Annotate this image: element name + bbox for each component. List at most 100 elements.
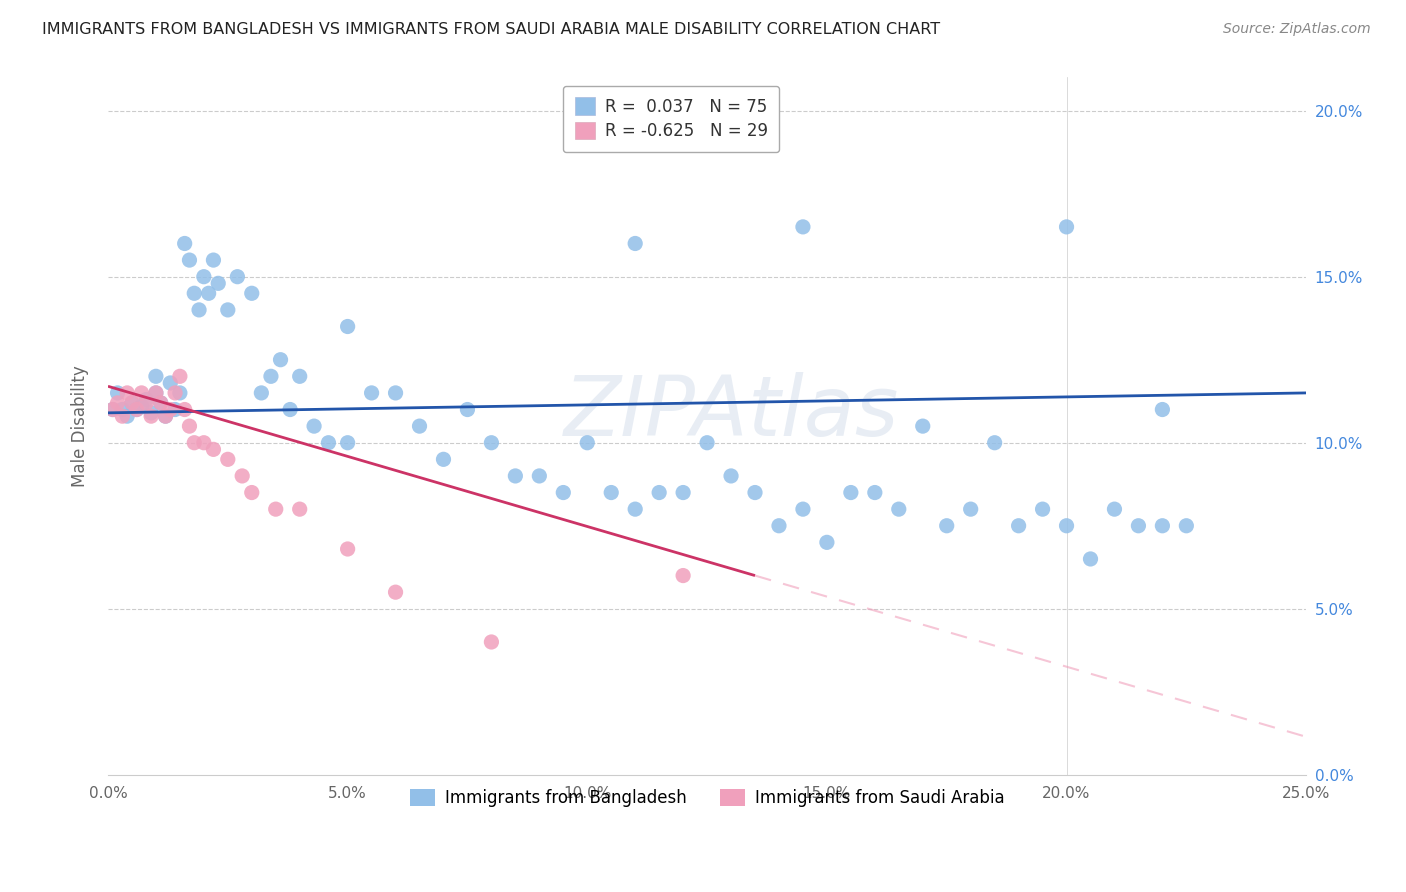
Point — [179, 253, 201, 268]
Point — [240, 286, 263, 301]
Point — [1128, 518, 1150, 533]
Point — [155, 409, 177, 424]
Point — [600, 485, 623, 500]
Point — [1175, 518, 1198, 533]
Point — [250, 385, 273, 400]
Point — [672, 568, 695, 582]
Point — [125, 402, 148, 417]
Point — [159, 402, 181, 417]
Point — [278, 402, 301, 417]
Point — [145, 385, 167, 400]
Point — [935, 518, 957, 533]
Point — [815, 535, 838, 549]
Point — [384, 585, 406, 599]
Point — [318, 435, 340, 450]
Point — [111, 402, 134, 417]
Point — [983, 435, 1005, 450]
Point — [481, 635, 503, 649]
Point — [1056, 518, 1078, 533]
Point — [672, 485, 695, 500]
Point — [576, 435, 599, 450]
Point — [1152, 402, 1174, 417]
Point — [911, 419, 934, 434]
Point — [169, 369, 191, 384]
Text: ZIPAtlas: ZIPAtlas — [564, 372, 898, 452]
Point — [135, 396, 157, 410]
Point — [125, 402, 148, 417]
Point — [217, 302, 239, 317]
Point — [193, 435, 215, 450]
Point — [173, 236, 195, 251]
Point — [179, 419, 201, 434]
Point — [145, 369, 167, 384]
Point — [384, 385, 406, 400]
Point — [240, 485, 263, 500]
Point — [696, 435, 718, 450]
Point — [169, 385, 191, 400]
Point — [887, 502, 910, 516]
Point — [1032, 502, 1054, 516]
Text: Source: ZipAtlas.com: Source: ZipAtlas.com — [1223, 22, 1371, 37]
Point — [720, 469, 742, 483]
Point — [302, 419, 325, 434]
Point — [183, 435, 205, 450]
Point — [183, 286, 205, 301]
Point — [529, 469, 551, 483]
Point — [188, 302, 211, 317]
Point — [207, 277, 229, 291]
Point — [792, 502, 814, 516]
Point — [456, 402, 478, 417]
Point — [288, 502, 311, 516]
Point — [1056, 219, 1078, 234]
Point — [624, 236, 647, 251]
Point — [863, 485, 886, 500]
Point — [193, 269, 215, 284]
Point — [155, 409, 177, 424]
Text: IMMIGRANTS FROM BANGLADESH VS IMMIGRANTS FROM SAUDI ARABIA MALE DISABILITY CORRE: IMMIGRANTS FROM BANGLADESH VS IMMIGRANTS… — [42, 22, 941, 37]
Point — [288, 369, 311, 384]
Point — [197, 286, 219, 301]
Point — [336, 435, 359, 450]
Point — [226, 269, 249, 284]
Point — [107, 396, 129, 410]
Point — [1007, 518, 1029, 533]
Y-axis label: Male Disability: Male Disability — [72, 365, 89, 487]
Point — [839, 485, 862, 500]
Point — [270, 352, 292, 367]
Point — [111, 409, 134, 424]
Point — [1080, 552, 1102, 566]
Point — [432, 452, 454, 467]
Point — [165, 402, 187, 417]
Point — [481, 435, 503, 450]
Point — [260, 369, 283, 384]
Point — [121, 396, 143, 410]
Point — [202, 442, 225, 457]
Point — [145, 385, 167, 400]
Point — [744, 485, 766, 500]
Point — [173, 402, 195, 417]
Point — [135, 392, 157, 407]
Point — [149, 396, 172, 410]
Point — [121, 396, 143, 410]
Point — [131, 385, 153, 400]
Point — [1104, 502, 1126, 516]
Point — [768, 518, 790, 533]
Point — [101, 402, 124, 417]
Point — [1152, 518, 1174, 533]
Legend: Immigrants from Bangladesh, Immigrants from Saudi Arabia: Immigrants from Bangladesh, Immigrants f… — [401, 780, 1012, 815]
Point — [336, 541, 359, 556]
Point — [624, 502, 647, 516]
Point — [202, 253, 225, 268]
Point — [959, 502, 981, 516]
Point — [217, 452, 239, 467]
Point — [231, 469, 253, 483]
Point — [139, 409, 162, 424]
Point — [360, 385, 382, 400]
Point — [149, 396, 172, 410]
Point — [107, 385, 129, 400]
Point — [408, 419, 430, 434]
Point — [165, 385, 187, 400]
Point — [115, 409, 138, 424]
Point — [648, 485, 671, 500]
Point — [131, 399, 153, 413]
